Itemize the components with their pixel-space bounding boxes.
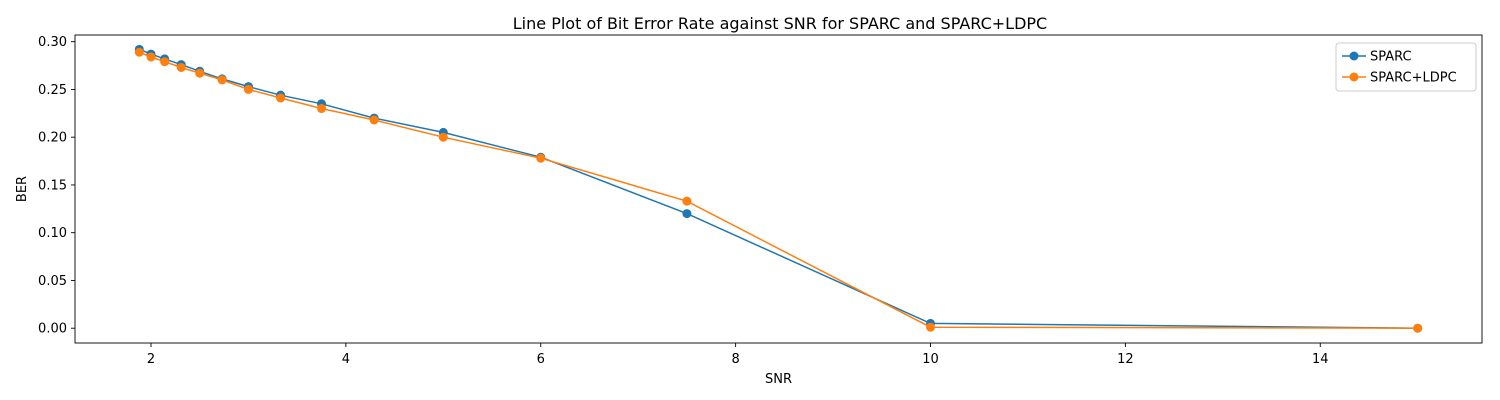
data-point-sparc-ldpc [438,132,448,142]
data-point-sparc-ldpc [243,84,253,94]
data-point-sparc-ldpc [276,93,286,103]
x-tick-label: 2 [147,352,155,367]
y-tick-label: 0.05 [38,274,67,289]
data-point-sparc [682,209,692,219]
legend-label: SPARC [1370,50,1412,65]
data-point-sparc-ldpc [1413,323,1423,333]
y-tick-label: 0.15 [38,178,67,193]
data-point-sparc-ldpc [317,104,327,114]
legend-marker [1349,72,1359,82]
data-point-sparc-ldpc [134,47,144,57]
y-tick-label: 0.25 [38,83,67,98]
data-point-sparc-ldpc [195,68,205,78]
x-tick-label: 14 [1312,352,1329,367]
series-line-sparc [139,48,1418,329]
data-point-sparc-ldpc [682,196,692,206]
data-point-sparc-ldpc [146,52,156,62]
x-tick-label: 6 [537,352,545,367]
chart-title: Line Plot of Bit Error Rate against SNR … [513,14,1047,33]
x-tick-label: 10 [922,352,939,367]
legend-box [1335,42,1477,92]
data-point-sparc-ldpc [176,62,186,72]
x-axis-label: SNR [765,372,792,387]
y-tick-label: 0.10 [38,226,67,241]
data-point-sparc-ldpc [217,75,227,85]
x-tick-label: 8 [731,352,739,367]
legend-marker [1349,51,1359,61]
y-tick-label: 0.30 [38,35,67,50]
series-line-sparc-ldpc [139,51,1418,329]
data-point-sparc-ldpc [926,322,936,332]
y-tick-label: 0.00 [38,322,67,337]
legend-label: SPARC+LDPC [1370,71,1457,86]
plot-frame [74,34,1483,344]
y-axis-label: BER [15,176,30,202]
x-tick-label: 12 [1117,352,1134,367]
data-point-sparc-ldpc [160,57,170,67]
y-tick-label: 0.20 [38,131,67,146]
data-point-sparc-ldpc [369,115,379,125]
x-tick-label: 4 [342,352,350,367]
data-point-sparc-ldpc [536,153,546,163]
